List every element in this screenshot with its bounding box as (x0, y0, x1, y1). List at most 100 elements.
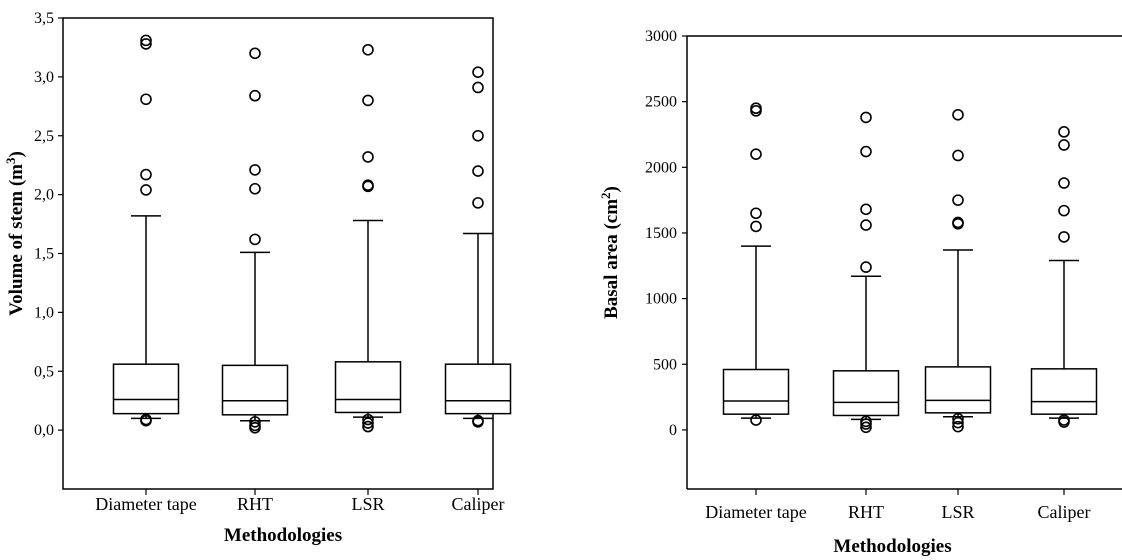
outlier-point (472, 197, 484, 209)
outlier-point (952, 194, 964, 206)
outlier-point (472, 414, 484, 427)
y-axis-title: Volume of stem (m3) (3, 151, 27, 316)
outlier-point (362, 420, 374, 433)
category-label: Diameter tape (705, 502, 806, 522)
outlier-point (860, 219, 872, 231)
outlier-point (249, 233, 261, 246)
y-tick-label: 1,0 (34, 304, 54, 321)
outlier-point (750, 207, 762, 220)
outlier-point (472, 66, 484, 78)
outlier-point (952, 416, 964, 429)
outlier-point (1058, 139, 1070, 151)
box-3 (924, 108, 992, 433)
y-tick-label: 2,5 (34, 128, 54, 145)
outlier-point (952, 149, 964, 162)
y-tick-label: 3,0 (34, 69, 54, 86)
outlier-point (860, 421, 872, 434)
iqr-box (221, 364, 289, 416)
y-tick-label: 0 (669, 422, 677, 439)
y-tick-label: 1,5 (34, 246, 54, 263)
outlier-point (362, 43, 374, 56)
outlier-point (472, 165, 484, 177)
outlier-point (1058, 231, 1070, 243)
outlier-point (860, 111, 872, 124)
outlier-point (1058, 177, 1070, 189)
outlier-point (1058, 414, 1070, 426)
outlier-point (249, 416, 261, 428)
basal-area-chart: 0 500 1000 1500 2000 2500 3000 Diameter tape RHT… (598, 28, 1122, 557)
box-3 (334, 43, 402, 433)
y-tick-label: 0,0 (34, 422, 54, 439)
outlier-point (952, 412, 964, 425)
category-label: RHT (237, 494, 273, 514)
iqr-box (334, 361, 402, 414)
category-label: LSR (351, 494, 384, 514)
y-axis-title: Basal area (cm2) (598, 186, 622, 319)
y-axis-title-end: ) (6, 151, 27, 157)
y-axis-title-main: Volume of stem (m (6, 164, 27, 316)
x-axis-title: Methodologies (224, 525, 342, 546)
iqr-box (924, 366, 992, 414)
outlier-point (1058, 204, 1070, 217)
box-4 (1030, 126, 1098, 428)
outlier-point (140, 168, 152, 181)
category-label: Diameter tape (95, 494, 196, 514)
outlier-point (249, 419, 261, 432)
y-axis-title-superscript: 2 (598, 192, 613, 199)
box-2 (832, 111, 900, 434)
y-axis-title-end: ) (601, 186, 622, 192)
y-tick-label: 2,0 (34, 187, 54, 204)
iqr-box (832, 370, 900, 417)
y-tick-label: 0,5 (34, 363, 54, 380)
outlier-point (140, 93, 152, 106)
outlier-point (362, 179, 374, 192)
y-tick-label: 1000 (645, 291, 677, 308)
outlier-point (140, 184, 152, 196)
outlier-point (249, 47, 261, 60)
outlier-point (860, 415, 872, 428)
x-axis-title: Methodologies (833, 536, 951, 557)
outlier-point (952, 216, 964, 229)
outlier-point (249, 164, 261, 176)
outlier-point (362, 413, 374, 426)
outlier-point (750, 148, 762, 160)
iqr-box (722, 368, 790, 415)
y-axis-title-main: Basal area (cm (601, 199, 622, 319)
y-tick-label: 2000 (645, 159, 677, 176)
outlier-point (750, 102, 762, 115)
outlier-point (362, 417, 374, 429)
outlier-point (472, 81, 484, 94)
outlier-point (140, 413, 152, 426)
outlier-point (249, 89, 261, 102)
box-2 (221, 47, 289, 434)
outlier-point (860, 261, 872, 273)
outlier-point (140, 38, 152, 50)
iqr-box (112, 363, 180, 415)
y-tick-label: 3000 (645, 28, 677, 45)
outlier-point (1058, 126, 1070, 138)
box-4 (444, 66, 512, 428)
outlier-point (362, 94, 374, 107)
outlier-point (750, 220, 762, 233)
outlier-point (140, 34, 152, 47)
outlier-point (249, 182, 261, 195)
outlier-point (952, 420, 964, 433)
y-tick-label: 500 (653, 356, 677, 373)
category-label: Caliper (1038, 502, 1091, 522)
volume-chart: 0,0 0,5 1,0 1,5 2,0 2,5 3,0 3,5 Diameter tape RHT… (3, 10, 512, 546)
category-label: RHT (848, 502, 884, 522)
y-axis-title-superscript: 3 (3, 157, 18, 164)
iqr-box (444, 363, 512, 415)
y-tick-label: 3,5 (34, 10, 54, 27)
category-label: LSR (941, 502, 974, 522)
y-tick-label: 1500 (645, 225, 677, 242)
category-label: Caliper (452, 494, 505, 514)
box-1 (722, 102, 790, 426)
outlier-point (952, 108, 964, 121)
outlier-point (472, 129, 484, 142)
outlier-point (750, 414, 762, 426)
y-tick-label: 2500 (645, 94, 677, 111)
outlier-point (860, 203, 872, 216)
outlier-point (860, 145, 872, 158)
